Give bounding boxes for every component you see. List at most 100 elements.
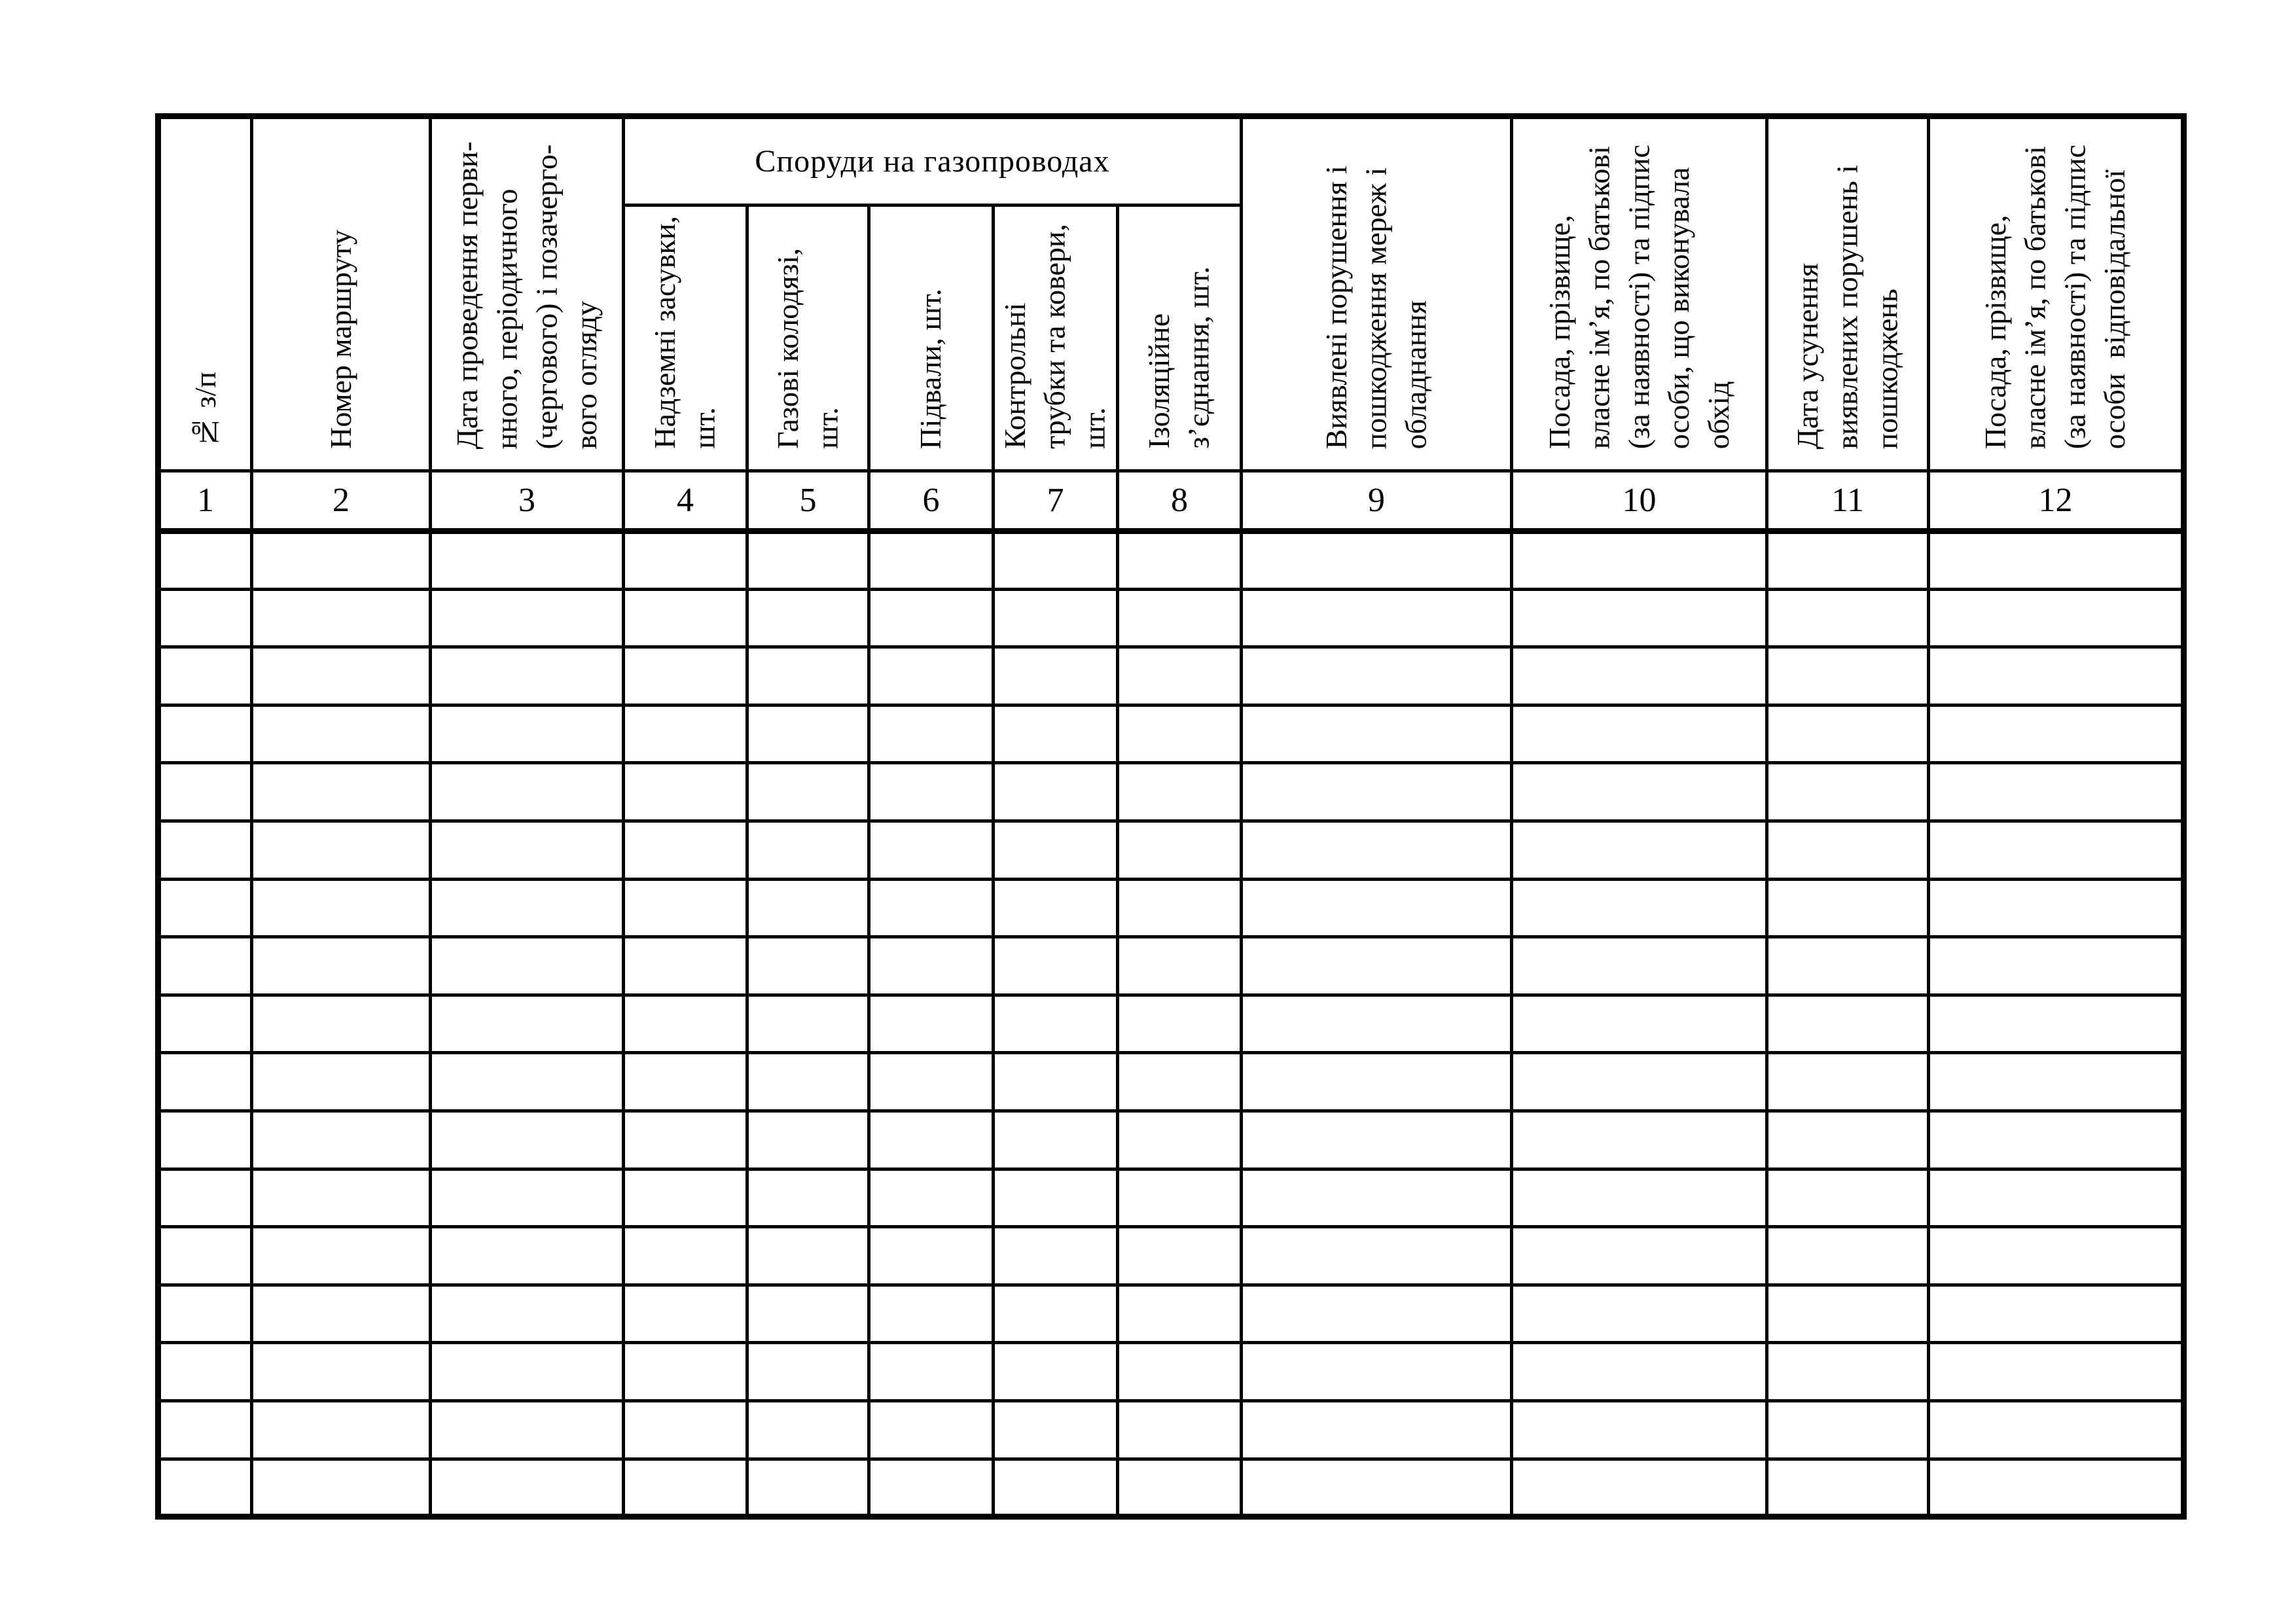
- empty-cell: [745, 529, 870, 591]
- column-number-2: 2: [250, 469, 432, 534]
- empty-cell: [745, 935, 870, 997]
- column-number-1: 1: [156, 469, 253, 534]
- empty-cell: [745, 993, 870, 1055]
- empty-cell: [1510, 877, 1768, 939]
- header-responsible-signature-label: Посада, прізвище, власне ім’я, по батько…: [1979, 144, 2132, 449]
- empty-cell: [992, 761, 1119, 823]
- header-insulating-joints-label: Ізоляційне з’єднання, шт.: [1142, 266, 1215, 449]
- header-row: № з/п Номер маршруту Дата проведення пер…: [156, 115, 2185, 473]
- empty-cell: [1765, 1399, 1930, 1461]
- empty-cell: [250, 993, 432, 1055]
- empty-cell: [1510, 529, 1768, 591]
- empty-cell: [745, 1457, 870, 1519]
- empty-cell: [1510, 1399, 1768, 1461]
- column-number-11: 11: [1765, 469, 1930, 534]
- empty-cell: [745, 1225, 870, 1287]
- header-route-number-label: Номер маршруту: [323, 230, 357, 449]
- empty-cell: [156, 993, 253, 1055]
- table-row: [156, 877, 2185, 939]
- header-elimination-date-label: Дата усунення виявлених порушень і пошко…: [1790, 164, 1904, 449]
- empty-cell: [867, 529, 995, 591]
- empty-cell: [1510, 1225, 1768, 1287]
- table-row: [156, 1051, 2185, 1113]
- empty-cell: [992, 819, 1119, 881]
- empty-cell: [1765, 1051, 1930, 1113]
- empty-cell: [1240, 1225, 1513, 1287]
- empty-cell: [156, 1109, 253, 1171]
- empty-cell: [156, 1167, 253, 1229]
- empty-cell: [745, 819, 870, 881]
- empty-cell: [622, 645, 749, 707]
- empty-cell: [250, 529, 432, 591]
- empty-cell: [1240, 761, 1513, 823]
- empty-cell: [1510, 1457, 1768, 1519]
- empty-cell: [1240, 877, 1513, 939]
- empty-rows-grid: [156, 529, 2185, 1519]
- empty-cell: [622, 529, 749, 591]
- empty-cell: [1240, 703, 1513, 765]
- empty-cell: [867, 877, 995, 939]
- empty-cell: [745, 877, 870, 939]
- empty-cell: [250, 1283, 432, 1345]
- empty-cell: [1240, 819, 1513, 881]
- empty-cell: [1116, 587, 1243, 649]
- empty-cell: [429, 1109, 625, 1171]
- empty-cell: [429, 819, 625, 881]
- header-detected-violations: Виявлені порушення і пошкодження мереж і…: [1240, 115, 1513, 473]
- empty-cell: [622, 1341, 749, 1402]
- empty-cell: [1116, 1225, 1243, 1287]
- empty-cell: [429, 529, 625, 591]
- empty-cell: [156, 587, 253, 649]
- empty-cell: [429, 1051, 625, 1113]
- header-control-tubes-covers-label: Контрольні трубки та ковери, шт.: [998, 224, 1111, 449]
- empty-cell: [1765, 529, 1930, 591]
- column-number-3: 3: [429, 469, 625, 534]
- header-group-gas-pipeline-structures: Споруди на газопроводах: [622, 115, 1243, 207]
- empty-cell: [745, 1051, 870, 1113]
- empty-cell: [1116, 993, 1243, 1055]
- header-no-label: № з/п: [188, 371, 222, 449]
- empty-cell: [745, 1341, 870, 1402]
- empty-cell: [867, 645, 995, 707]
- table-header: № з/п Номер маршруту Дата проведення пер…: [156, 115, 2185, 534]
- empty-cell: [1927, 1109, 2185, 1171]
- header-inspection-date-label: Дата проведення перви- нного, періодично…: [450, 141, 603, 449]
- column-number-9: 9: [1240, 469, 1513, 534]
- header-gas-wells-label: Газові колодязі, шт.: [770, 248, 844, 449]
- empty-cell: [156, 1225, 253, 1287]
- empty-cell: [156, 935, 253, 997]
- empty-cell: [1927, 1283, 2185, 1345]
- empty-cell: [1240, 587, 1513, 649]
- empty-cell: [745, 1399, 870, 1461]
- empty-cell: [622, 819, 749, 881]
- header-gas-wells: Газові колодязі, шт.: [745, 204, 870, 473]
- empty-cell: [1240, 1399, 1513, 1461]
- empty-cell: [250, 1109, 432, 1171]
- table-row: [156, 1225, 2185, 1287]
- empty-cell: [992, 1341, 1119, 1402]
- empty-cell: [1240, 935, 1513, 997]
- empty-cell: [156, 1341, 253, 1402]
- empty-cell: [1116, 935, 1243, 997]
- header-insulating-joints: Ізоляційне з’єднання, шт.: [1116, 204, 1243, 473]
- empty-cell: [1927, 935, 2185, 997]
- number-row: 1 2 3 4 5 6 7 8 9 10 11 12: [156, 469, 2185, 534]
- empty-cell: [1927, 1167, 2185, 1229]
- empty-cell: [1240, 1167, 1513, 1229]
- header-detected-violations-label: Виявлені порушення і пошкодження мереж і…: [1319, 165, 1433, 449]
- empty-cell: [1927, 587, 2185, 649]
- table-row: [156, 1283, 2185, 1345]
- empty-cell: [1240, 529, 1513, 591]
- empty-cell: [1927, 529, 2185, 591]
- empty-cell: [992, 529, 1119, 591]
- empty-cell: [1510, 1283, 1768, 1345]
- table-row: [156, 761, 2185, 823]
- empty-cell: [992, 587, 1119, 649]
- empty-cell: [1765, 645, 1930, 707]
- empty-cell: [1510, 993, 1768, 1055]
- empty-cell: [1116, 819, 1243, 881]
- empty-cell: [1116, 1457, 1243, 1519]
- empty-cell: [429, 935, 625, 997]
- empty-cell: [867, 761, 995, 823]
- empty-cell: [1240, 993, 1513, 1055]
